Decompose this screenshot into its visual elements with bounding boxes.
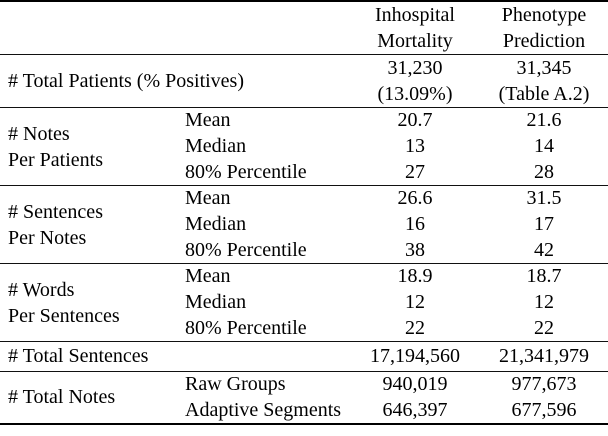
- stat-label: Mean: [185, 265, 231, 288]
- header-text: Prediction: [502, 30, 586, 52]
- value-cell: 977,673: [511, 373, 577, 396]
- stat-label: Raw Groups: [185, 373, 286, 396]
- group-label-sentences-per-notes: # Sentences Per Notes: [0, 185, 178, 264]
- value-cell: 18.7: [526, 265, 562, 288]
- column-header-inhospital-mortality: Inhospital Mortality: [350, 1, 480, 55]
- value-cell: 31,230 (13.09%): [350, 54, 480, 108]
- value-cell: 28: [480, 159, 608, 186]
- value-line: 31,230: [387, 57, 443, 79]
- row-total-notes-adaptive-segments: Adaptive Segments 646,397 677,596: [0, 398, 608, 424]
- header-text: Inhospital: [375, 4, 455, 26]
- value-cell: 31.5: [526, 187, 562, 210]
- group-label-line: Per Sentences: [8, 304, 120, 327]
- value-cell: 12: [534, 291, 554, 313]
- value-cell: 14: [534, 135, 554, 157]
- value-cell: 27: [350, 159, 480, 186]
- stat-label: 80% Percentile: [178, 315, 350, 342]
- value-cell: 31,345 (Table A.2): [480, 54, 608, 108]
- value-line: (13.09%): [377, 83, 453, 105]
- row-notes-per-patients-percentile: 80% Percentile 27 28: [0, 159, 608, 186]
- value-cell: 17,194,560: [350, 341, 480, 372]
- value-cell: 38: [350, 237, 480, 264]
- row-sentences-per-notes-mean: # Sentences Per Notes Mean 26.6 31.5: [0, 185, 608, 264]
- group-label-line: Per Notes: [8, 226, 87, 249]
- value-cell: 677,596: [511, 398, 577, 421]
- row-sentences-per-notes-percentile: 80% Percentile 38 42: [0, 237, 608, 264]
- value-cell: 13: [405, 135, 425, 157]
- value-cell: 21.6: [526, 109, 562, 132]
- value-cell: 20.7: [397, 109, 433, 132]
- value-cell: 42: [480, 237, 608, 264]
- row-sentences-per-notes-median: Median 16 17: [0, 212, 608, 238]
- stat-label: 80% Percentile: [178, 159, 350, 186]
- stat-label: Median: [185, 135, 247, 157]
- stat-label: Mean: [185, 109, 231, 132]
- value-cell: 12: [405, 291, 425, 313]
- group-label-line: # Sentences: [8, 200, 103, 223]
- row-notes-per-patients-mean: # Notes Per Patients Mean 20.7 21.6: [0, 107, 608, 186]
- value-cell: 21,341,979: [480, 341, 608, 372]
- value-line: 31,345: [516, 57, 572, 79]
- group-label-total-notes: # Total Notes: [8, 385, 116, 408]
- value-cell: 22: [480, 315, 608, 342]
- row-total-sentences: # Total Sentences 17,194,560 21,341,979: [0, 341, 608, 372]
- header-empty-cell: [0, 1, 350, 55]
- row-label: # Total Patients (% Positives): [0, 54, 350, 108]
- stat-label: 80% Percentile: [178, 237, 350, 264]
- value-cell: 940,019: [382, 373, 448, 396]
- column-header-phenotype-prediction: Phenotype Prediction: [480, 1, 608, 55]
- group-label-notes-per-patients: # Notes Per Patients: [0, 107, 178, 186]
- value-cell: 26.6: [397, 187, 433, 210]
- row-notes-per-patients-median: Median 13 14: [0, 134, 608, 160]
- stat-label: Adaptive Segments: [185, 398, 342, 421]
- group-label-words-per-sentences: # Words Per Sentences: [0, 263, 178, 342]
- group-label-line: # Words: [8, 278, 75, 301]
- stat-label: Median: [185, 291, 247, 313]
- stat-label: Mean: [185, 187, 231, 210]
- value-cell: 17: [534, 213, 554, 235]
- dataset-statistics-table: Inhospital Mortality Phenotype Predictio…: [0, 0, 608, 425]
- value-line: (Table A.2): [498, 83, 590, 105]
- row-label: # Total Sentences: [0, 341, 350, 372]
- row-total-notes-raw-groups: # Total Notes Raw Groups 940,019 977,673: [0, 372, 608, 408]
- stat-label: Median: [185, 213, 247, 235]
- row-words-per-sentences-mean: # Words Per Sentences Mean 18.9 18.7: [0, 263, 608, 342]
- value-cell: 22: [350, 315, 480, 342]
- row-total-patients: # Total Patients (% Positives) 31,230 (1…: [0, 54, 608, 108]
- header-row: Inhospital Mortality Phenotype Predictio…: [0, 1, 608, 55]
- value-cell: 16: [405, 213, 425, 235]
- value-cell: 18.9: [397, 265, 433, 288]
- value-cell: 646,397: [382, 398, 448, 421]
- row-words-per-sentences-percentile: 80% Percentile 22 22: [0, 315, 608, 342]
- header-text: Phenotype: [501, 4, 587, 26]
- group-label-line: # Notes: [8, 122, 70, 145]
- group-label-line: Per Patients: [8, 148, 103, 171]
- header-text: Mortality: [377, 30, 453, 52]
- row-words-per-sentences-median: Median 12 12: [0, 290, 608, 316]
